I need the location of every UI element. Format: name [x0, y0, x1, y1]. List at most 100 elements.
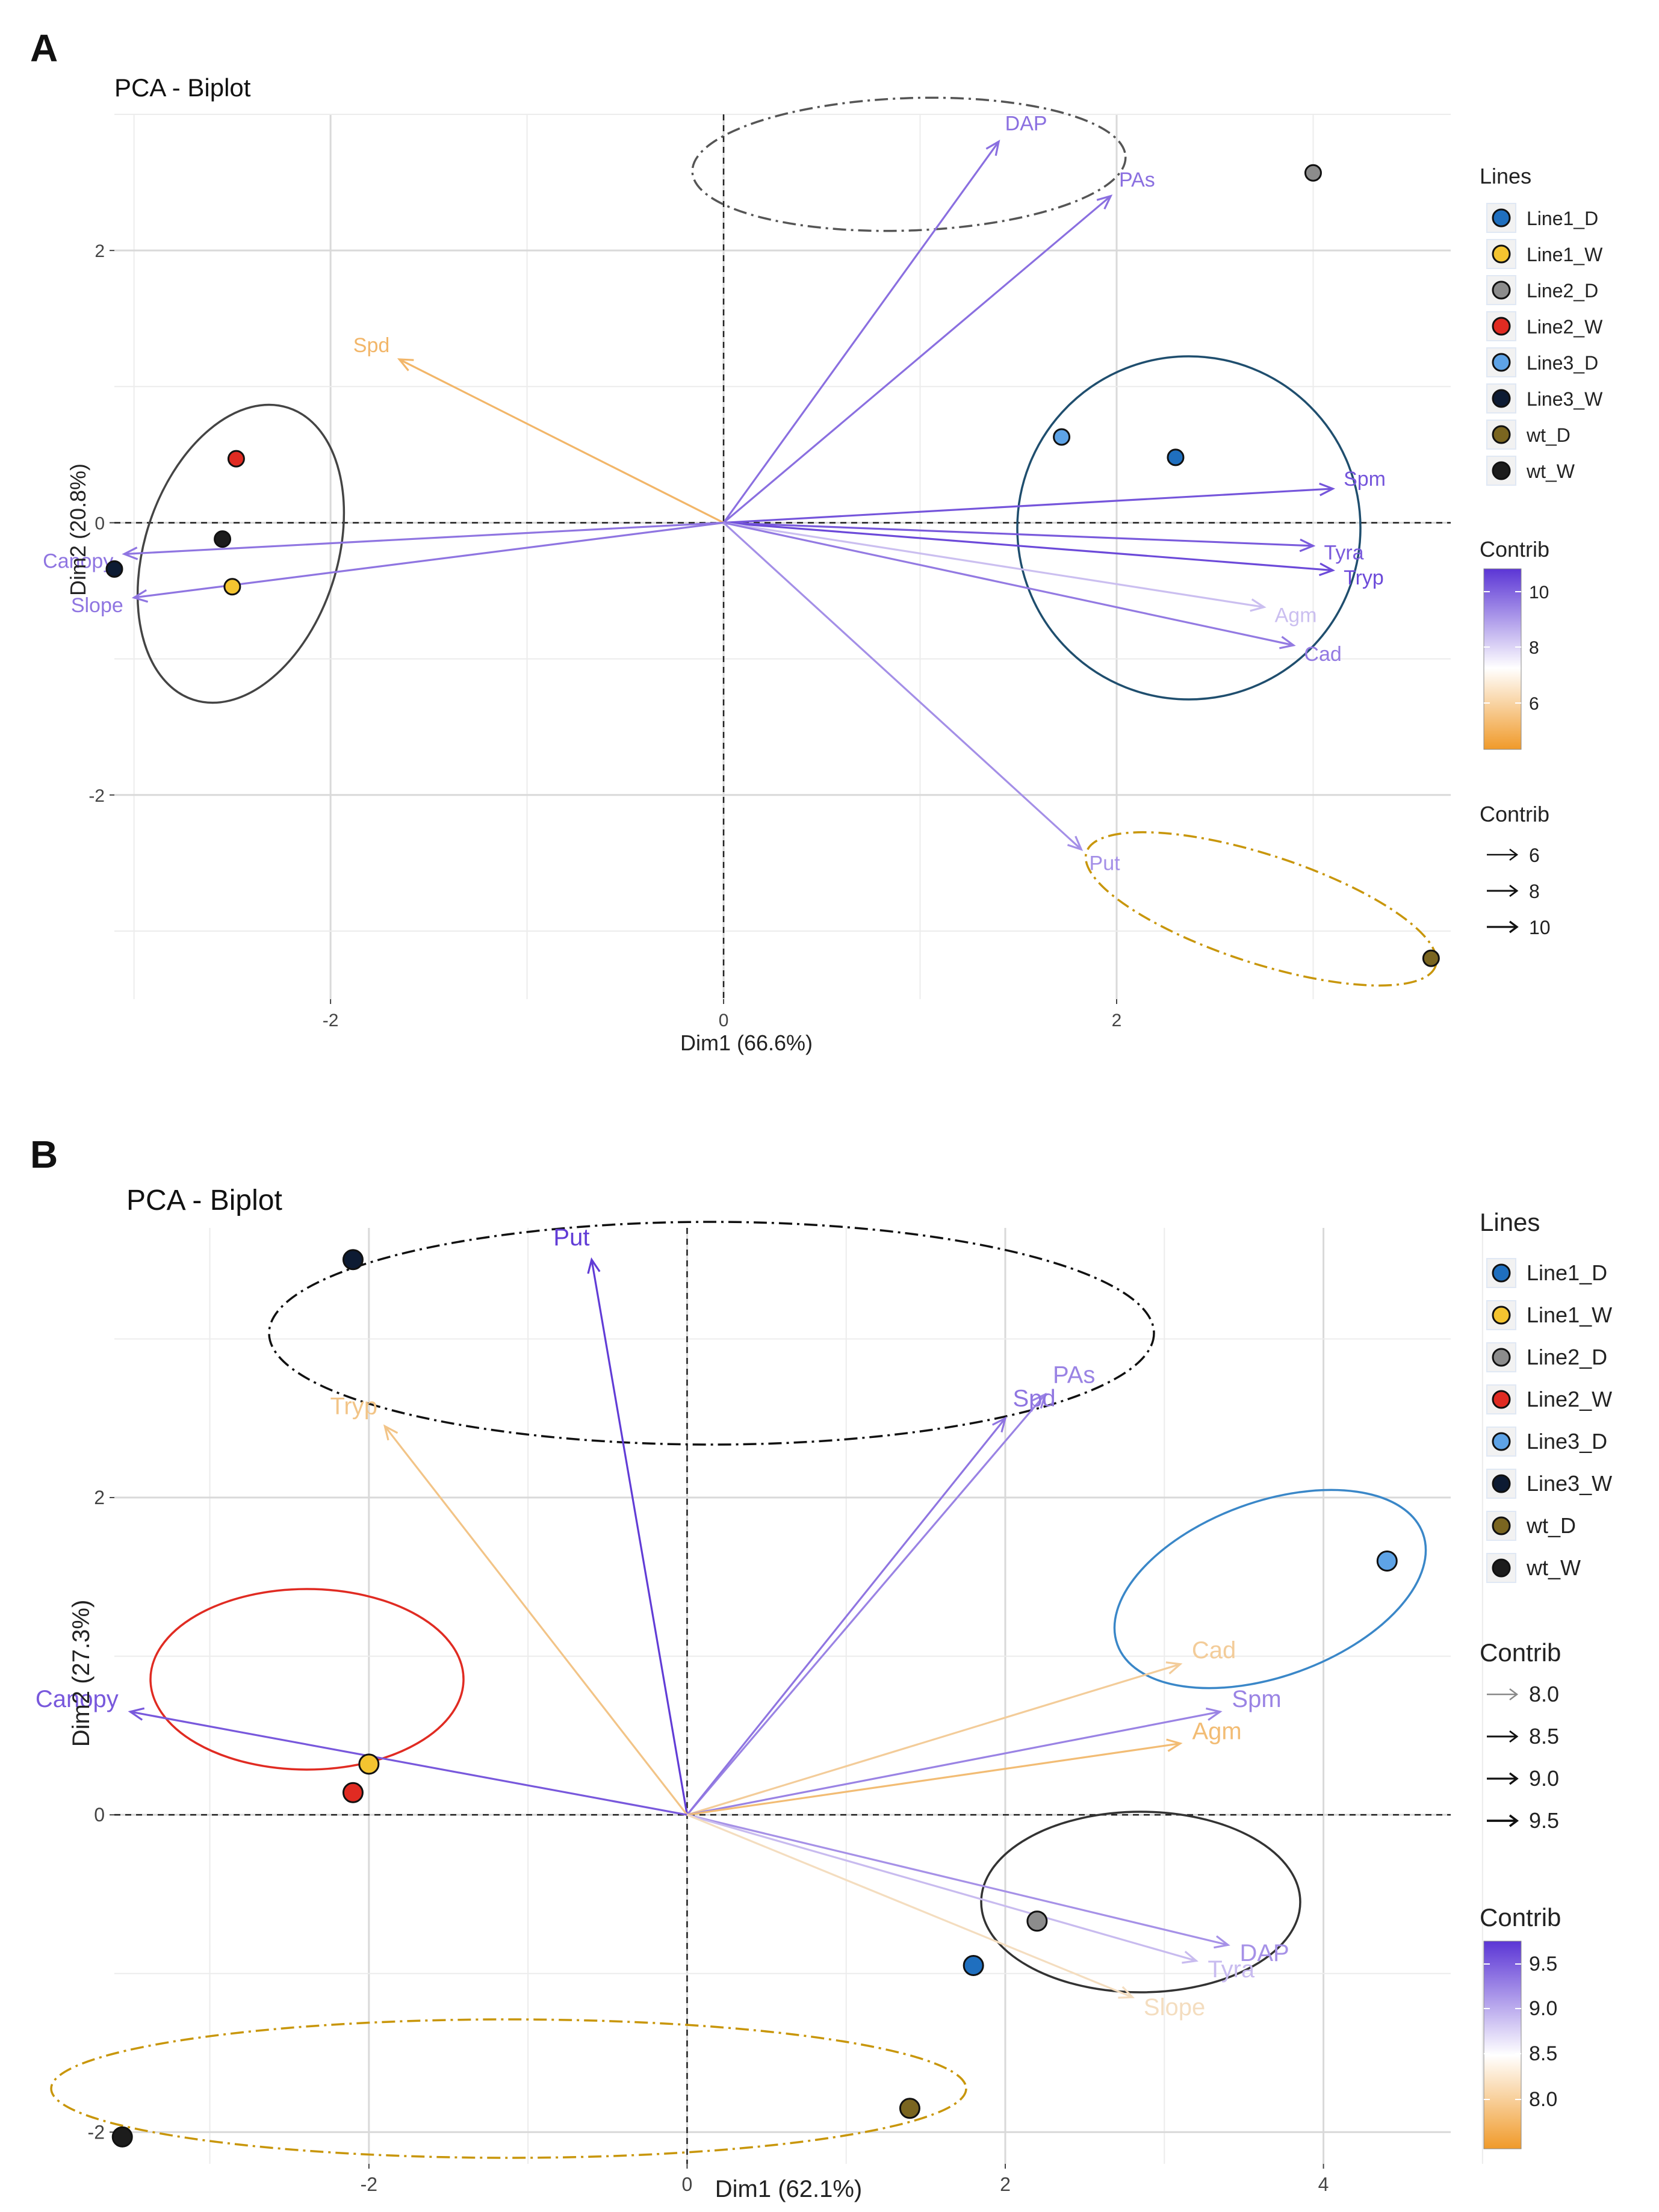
legend-swatch [1492, 1558, 1511, 1578]
y-tick-label: 2 [94, 1487, 105, 1508]
vector-arrowhead [131, 589, 149, 603]
vector-arrow [687, 1742, 1180, 1816]
vector-arrowhead [1182, 1950, 1199, 1964]
data-point [105, 560, 123, 578]
vector-label: Tryp [1344, 566, 1384, 589]
data-point [1053, 428, 1071, 446]
x-tick-label: 2 [1000, 2173, 1011, 2195]
data-point [1376, 1550, 1398, 1572]
legend-item-label: Line1_W [1527, 1303, 1612, 1327]
vector-label: Canopy [43, 550, 113, 572]
size-legend-arrowhead [1509, 920, 1519, 934]
size-legend-label: 6 [1529, 844, 1540, 866]
color-bar [1483, 568, 1522, 750]
size-legend-arrowhead [1509, 884, 1519, 897]
vector-arrowhead [1319, 482, 1336, 497]
legend-item-label: wt_D [1526, 424, 1571, 446]
group-ellipse [1113, 1489, 1427, 1690]
legend-item-label: Line2_D [1527, 1345, 1607, 1369]
data-point [1304, 164, 1322, 182]
legend-swatch [1492, 244, 1511, 264]
legend-key [1486, 311, 1516, 341]
data-point [963, 1955, 984, 1977]
legend-swatch [1492, 1348, 1511, 1367]
vector-label: PAs [1119, 169, 1155, 191]
legend-item-label: Line1_D [1527, 208, 1598, 229]
vector-label: Agm [1192, 1718, 1242, 1745]
legend-swatch [1492, 280, 1511, 300]
vector-arrowhead [1206, 1707, 1223, 1721]
vector-arrowhead [1299, 538, 1316, 553]
vector-label: Slope [1144, 1994, 1205, 2021]
vector-label: Tyra [1208, 1956, 1255, 1983]
data-point [111, 2126, 133, 2148]
legend-contrib-size: Contrib 8.0 8.5 9.0 9.5 [1480, 1638, 1561, 1833]
vector-label: Tryp [330, 1393, 377, 1420]
vector-arrow [722, 141, 1000, 524]
vector-label: Tyra [1324, 542, 1363, 565]
data-point [899, 2098, 920, 2119]
group-ellipse [149, 1588, 465, 1771]
vector-label: Cad [1192, 1637, 1236, 1664]
vector-arrowhead [1250, 598, 1267, 612]
legend-contrib-color: Contrib 9.5 9.0 8.5 8.0 [1480, 1903, 1561, 2149]
vector-arrow [687, 1711, 1221, 1816]
legend-swatch [1492, 1306, 1511, 1325]
vector-label: Slope [71, 594, 123, 617]
data-point [1422, 949, 1440, 967]
legend-swatch [1492, 1474, 1511, 1493]
legend-title: Lines [1480, 1208, 1540, 1236]
vector-label: Cad [1304, 643, 1341, 666]
x-tick-label: 2 [1112, 1011, 1122, 1030]
size-legend-label: 8.0 [1529, 1682, 1559, 1706]
vector-arrow [686, 1814, 1133, 1998]
colorbar-tick-label: 6 [1529, 694, 1539, 714]
legend-swatch [1492, 208, 1511, 228]
size-legend-label: 9.5 [1529, 1808, 1559, 1833]
vector-arrowhead [1214, 1935, 1230, 1949]
legend-item-label: wt_W [1526, 460, 1575, 482]
data-point [223, 578, 241, 596]
x-tick-label: -2 [361, 2173, 377, 2195]
data-point [342, 1782, 364, 1803]
group-ellipse [136, 403, 346, 704]
data-point [1026, 1910, 1048, 1932]
legend-title: Contrib [1480, 1638, 1561, 1667]
vector-arrowhead [1279, 636, 1296, 649]
panel-label-b: B [30, 1133, 58, 1176]
vector-arrowhead [397, 358, 414, 371]
legend-items: Line1_D Line1_W Line2_D Line2_W Line3_D Line3… [1486, 1258, 1612, 1583]
vector-label: PAs [1053, 1362, 1095, 1389]
vector-arrow [398, 358, 724, 524]
colorbar-tick-label: 9.5 [1529, 1953, 1557, 1975]
y-tick-label: -2 [88, 786, 105, 806]
panel-label-a: A [30, 26, 58, 70]
legend-contrib-color: Contrib 10 8 6 [1480, 537, 1549, 750]
colorbar-tick-label: 10 [1529, 583, 1549, 603]
vector-arrow [130, 1711, 687, 1816]
y-tick-label: 0 [94, 1804, 105, 1826]
size-legend-arrowhead [1509, 1688, 1519, 1700]
vector-arrow [687, 1814, 1229, 1946]
vector-arrowhead [383, 1424, 398, 1441]
vector-arrow [723, 195, 1112, 524]
legend-item-label: wt_W [1526, 1555, 1581, 1580]
color-bar [1483, 1941, 1522, 2149]
chart-title: PCA - Biplot [114, 73, 251, 102]
legend-item-label: Line1_W [1527, 244, 1603, 265]
vector-arrowhead [587, 1257, 601, 1274]
y-tick-label: -2 [88, 2121, 105, 2143]
legend-swatch [1492, 389, 1511, 408]
size-legend-arrowhead [1509, 1772, 1519, 1785]
legend-item-label: Line3_D [1527, 352, 1598, 374]
chart-title: PCA - Biplot [126, 1185, 282, 1216]
legend-swatch [1492, 317, 1511, 336]
vector-arrow [686, 1393, 1046, 1816]
colorbar-tick-label: 8 [1529, 638, 1539, 658]
y-tick-label: 2 [95, 241, 105, 261]
size-legend-label: 8 [1529, 881, 1540, 902]
vector-label: Spd [353, 334, 390, 357]
x-axis-label: Dim1 (66.6%) [680, 1030, 813, 1055]
legend-item-label: Line3_W [1527, 1471, 1612, 1496]
legend-title: Contrib [1480, 537, 1549, 562]
